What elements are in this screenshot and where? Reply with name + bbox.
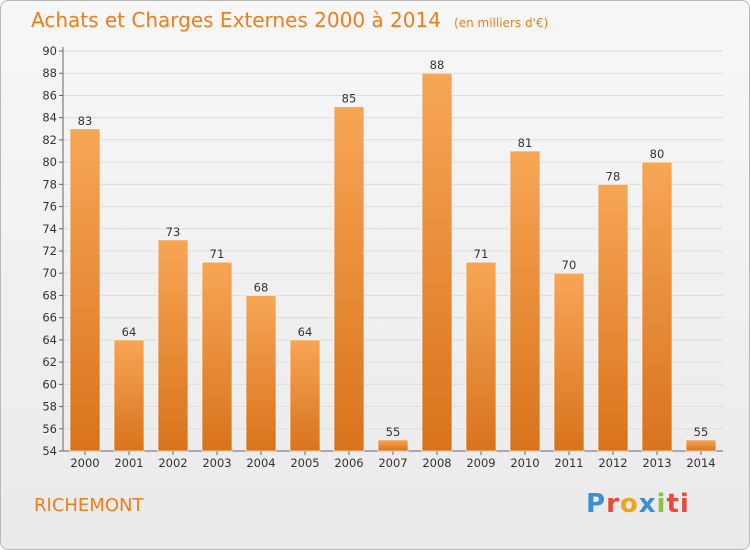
bar-value-label: 71: [474, 247, 489, 261]
bar: [113, 339, 145, 452]
bar: [377, 439, 409, 452]
bar: [245, 295, 277, 452]
y-tick-label: 74: [42, 222, 57, 236]
bar: [201, 261, 233, 452]
bar: [69, 128, 101, 452]
chart-title: Achats et Charges Externes 2000 à 2014 (…: [31, 8, 548, 32]
logo-letter: i: [656, 489, 667, 519]
y-tick-label: 66: [42, 311, 57, 325]
bar-value-label: 64: [298, 325, 313, 339]
x-tick-label: 2012: [598, 456, 627, 470]
bar-value-label: 85: [342, 92, 357, 106]
y-tick-label: 82: [42, 133, 57, 147]
bar-value-label: 55: [386, 425, 401, 439]
bar-value-label: 80: [650, 147, 665, 161]
x-tick-label: 2013: [642, 456, 671, 470]
y-tick-label: 58: [42, 400, 57, 414]
x-tick-label: 2004: [246, 456, 275, 470]
x-tick-label: 2003: [202, 456, 231, 470]
logo-letter: o: [619, 489, 639, 519]
y-tick-label: 62: [42, 355, 57, 369]
bar: [597, 184, 629, 452]
x-tick-label: 2011: [554, 456, 583, 470]
bar-value-label: 78: [606, 169, 621, 183]
bar-value-label: 70: [562, 258, 577, 272]
x-tick-label: 2008: [422, 456, 451, 470]
logo-letter: r: [606, 489, 620, 519]
x-tick-label: 2007: [378, 456, 407, 470]
bar: [553, 272, 585, 452]
bar: [157, 239, 189, 452]
x-tick-label: 2002: [158, 456, 187, 470]
bar: [333, 106, 365, 452]
y-tick-label: 86: [42, 88, 57, 102]
y-tick-label: 88: [42, 66, 57, 80]
y-tick-label: 68: [42, 288, 57, 302]
y-tick-label: 70: [42, 266, 57, 280]
logo-letter: x: [638, 489, 657, 519]
x-tick-label: 2006: [334, 456, 363, 470]
x-tick-label: 2009: [466, 456, 495, 470]
bar-value-label: 73: [166, 225, 181, 239]
y-tick-label: 54: [42, 444, 57, 458]
bar-value-label: 55: [694, 425, 709, 439]
y-tick-label: 72: [42, 244, 57, 258]
y-tick-label: 84: [42, 111, 57, 125]
x-tick-label: 2014: [686, 456, 715, 470]
bar-value-label: 88: [430, 58, 445, 72]
proxiti-logo[interactable]: Proxiti: [586, 489, 690, 519]
x-tick-label: 2001: [114, 456, 143, 470]
y-tick-label: 76: [42, 200, 57, 214]
bar: [421, 72, 453, 452]
y-tick-label: 90: [42, 44, 57, 58]
y-tick-label: 56: [42, 422, 57, 436]
chart-title-unit: (en milliers d'€): [454, 16, 549, 30]
logo-letter: ti: [666, 489, 690, 519]
bar: [685, 439, 717, 452]
bar-value-label: 71: [210, 247, 225, 261]
axes: 54 56 58 60 62 64 66 68 70 72 74 76 78 80 82 84 86 88 90 20…: [42, 44, 723, 470]
bar-value-label: 64: [122, 325, 137, 339]
bars: 83 64 73 71 68 64 85 55 88 71 81 70 78 80 55: [69, 58, 717, 452]
bar: [641, 161, 673, 452]
bar: [509, 150, 541, 452]
chart-title-main: Achats et Charges Externes 2000 à 2014: [31, 8, 441, 32]
x-tick-label: 2010: [510, 456, 539, 470]
bar-value-label: 68: [254, 280, 269, 294]
y-tick-label: 60: [42, 377, 57, 391]
place-name: RICHEMONT: [34, 495, 144, 516]
bar: [289, 339, 321, 452]
x-tick-label: 2000: [70, 456, 99, 470]
bar: [465, 261, 497, 452]
y-tick-label: 64: [42, 333, 57, 347]
y-tick-label: 80: [42, 155, 57, 169]
x-tick-label: 2005: [290, 456, 319, 470]
y-tick-label: 78: [42, 177, 57, 191]
bar-value-label: 83: [78, 114, 93, 128]
logo-letter: P: [586, 489, 607, 519]
bar-value-label: 81: [518, 136, 533, 150]
